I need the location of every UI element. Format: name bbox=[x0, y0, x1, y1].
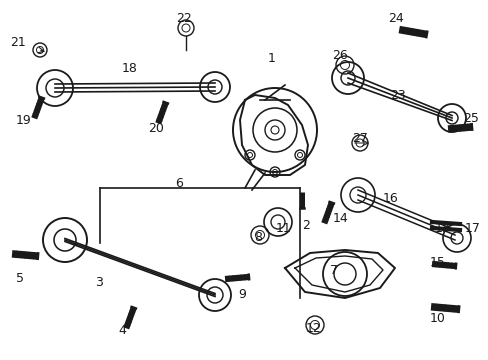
Text: 17: 17 bbox=[464, 221, 480, 234]
Text: 12: 12 bbox=[305, 321, 321, 334]
Text: 18: 18 bbox=[122, 62, 138, 75]
Text: 14: 14 bbox=[332, 212, 348, 225]
Text: 2: 2 bbox=[302, 219, 309, 231]
Text: 21: 21 bbox=[10, 36, 26, 49]
Text: 9: 9 bbox=[238, 288, 245, 302]
Text: 1: 1 bbox=[267, 51, 275, 64]
Text: 23: 23 bbox=[389, 89, 405, 102]
Text: 7: 7 bbox=[329, 264, 337, 276]
Text: 20: 20 bbox=[148, 122, 163, 135]
Text: 15: 15 bbox=[429, 256, 445, 269]
Text: 11: 11 bbox=[275, 221, 291, 234]
Text: 16: 16 bbox=[382, 192, 398, 204]
Text: 4: 4 bbox=[118, 324, 125, 337]
Text: 19: 19 bbox=[16, 113, 32, 126]
Text: 24: 24 bbox=[387, 12, 403, 24]
Text: 25: 25 bbox=[462, 112, 478, 125]
Text: 27: 27 bbox=[351, 131, 367, 144]
Text: 8: 8 bbox=[253, 230, 262, 243]
Text: 26: 26 bbox=[331, 49, 347, 62]
Text: 13: 13 bbox=[434, 221, 450, 234]
Text: 3: 3 bbox=[95, 275, 102, 288]
Text: 10: 10 bbox=[429, 311, 445, 324]
Text: 6: 6 bbox=[175, 176, 183, 189]
Text: 5: 5 bbox=[16, 271, 24, 284]
Text: 22: 22 bbox=[176, 12, 191, 24]
